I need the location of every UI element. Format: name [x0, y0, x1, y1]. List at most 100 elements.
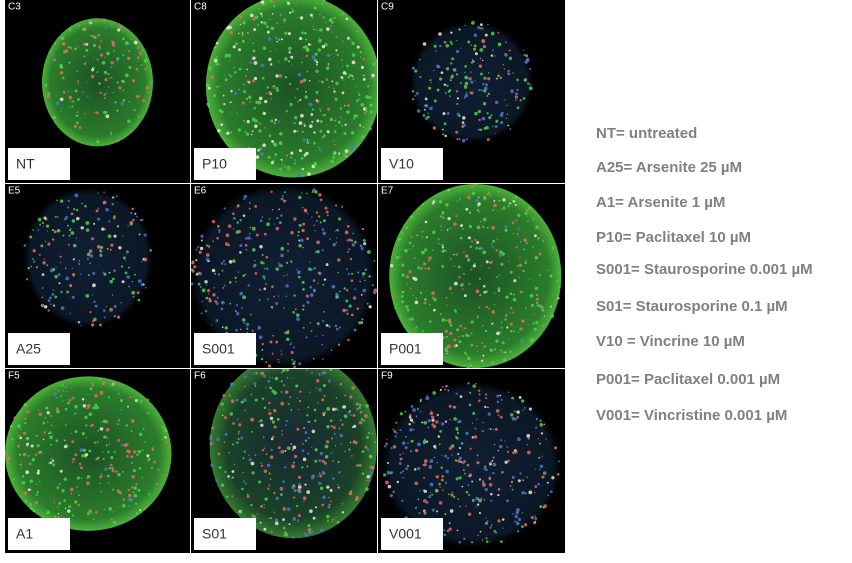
speckle [273, 84, 276, 88]
speckle [463, 96, 467, 99]
speckle [72, 258, 75, 261]
speckle [38, 253, 41, 256]
speckle [56, 506, 59, 508]
speckle [469, 364, 473, 368]
speckle [485, 397, 488, 400]
speckle [130, 455, 134, 459]
speckle [306, 490, 311, 494]
speckle [478, 306, 481, 309]
speckle [220, 262, 224, 265]
speckle [331, 284, 336, 289]
speckle [95, 111, 99, 115]
speckle [88, 249, 93, 253]
speckle [522, 97, 526, 100]
speckle [328, 503, 331, 506]
speckle [345, 308, 349, 312]
speckle [288, 82, 292, 85]
speckle [306, 369, 309, 371]
speckle [270, 448, 273, 452]
speckle [236, 112, 238, 114]
speckle [456, 112, 460, 116]
speckle [528, 490, 533, 495]
speckle [359, 51, 363, 54]
speckle [286, 0, 289, 3]
speckle [338, 152, 341, 155]
speckle [345, 17, 349, 21]
speckle [493, 292, 496, 294]
speckle [471, 422, 474, 424]
speckle [120, 265, 124, 268]
speckle [326, 519, 329, 522]
speckle [339, 107, 343, 110]
speckle [330, 452, 333, 455]
speckle [103, 18, 107, 22]
speckle [151, 447, 154, 450]
speckle [76, 70, 79, 73]
speckle [371, 432, 374, 435]
speckle [352, 78, 355, 81]
speckle [243, 83, 245, 86]
speckle [502, 63, 505, 66]
speckle [122, 37, 125, 41]
speckle [263, 3, 266, 6]
speckle [221, 414, 224, 417]
speckle [77, 82, 79, 84]
speckle [235, 328, 238, 332]
speckle [507, 69, 510, 73]
speckle [335, 516, 337, 519]
speckle [308, 79, 311, 82]
speckle [490, 114, 493, 117]
speckle [258, 299, 261, 301]
speckle [232, 45, 236, 49]
speckle [240, 400, 244, 404]
speckle [52, 115, 56, 120]
speckle [193, 265, 197, 269]
speckle [441, 243, 444, 247]
speckle [327, 65, 330, 67]
speckle [117, 423, 120, 426]
speckle [445, 67, 450, 71]
speckle [443, 83, 447, 86]
speckle [366, 85, 370, 88]
speckle [475, 246, 479, 250]
speckle [339, 433, 343, 438]
speckle [442, 128, 444, 131]
speckle [543, 315, 546, 317]
speckle [547, 269, 549, 272]
speckle [493, 428, 495, 430]
speckle [253, 107, 256, 110]
speckle [298, 121, 303, 125]
speckle [271, 285, 274, 288]
speckle [504, 460, 508, 464]
speckle [331, 520, 334, 523]
speckle [427, 112, 429, 115]
speckle [399, 471, 403, 474]
panel-label: NT [16, 156, 35, 172]
label-box [194, 518, 256, 550]
speckle [419, 291, 423, 295]
speckle [97, 33, 101, 37]
speckle [19, 463, 22, 466]
speckle [429, 106, 433, 111]
speckle [517, 227, 521, 231]
speckle [279, 167, 282, 171]
speckle [271, 435, 275, 439]
speckle [224, 78, 228, 82]
speckle [515, 521, 520, 526]
speckle [246, 120, 250, 124]
speckle [470, 80, 474, 84]
speckle [446, 229, 449, 231]
speckle [464, 24, 466, 27]
speckle [221, 269, 224, 272]
speckle [132, 79, 136, 83]
speckle [462, 228, 464, 230]
speckle [54, 216, 57, 218]
speckle [301, 228, 305, 233]
speckle [455, 253, 459, 256]
speckle [433, 44, 437, 48]
speckle [365, 107, 368, 110]
speckle [92, 518, 95, 520]
speckle [414, 300, 419, 305]
speckle [252, 17, 256, 21]
speckle [409, 450, 412, 453]
